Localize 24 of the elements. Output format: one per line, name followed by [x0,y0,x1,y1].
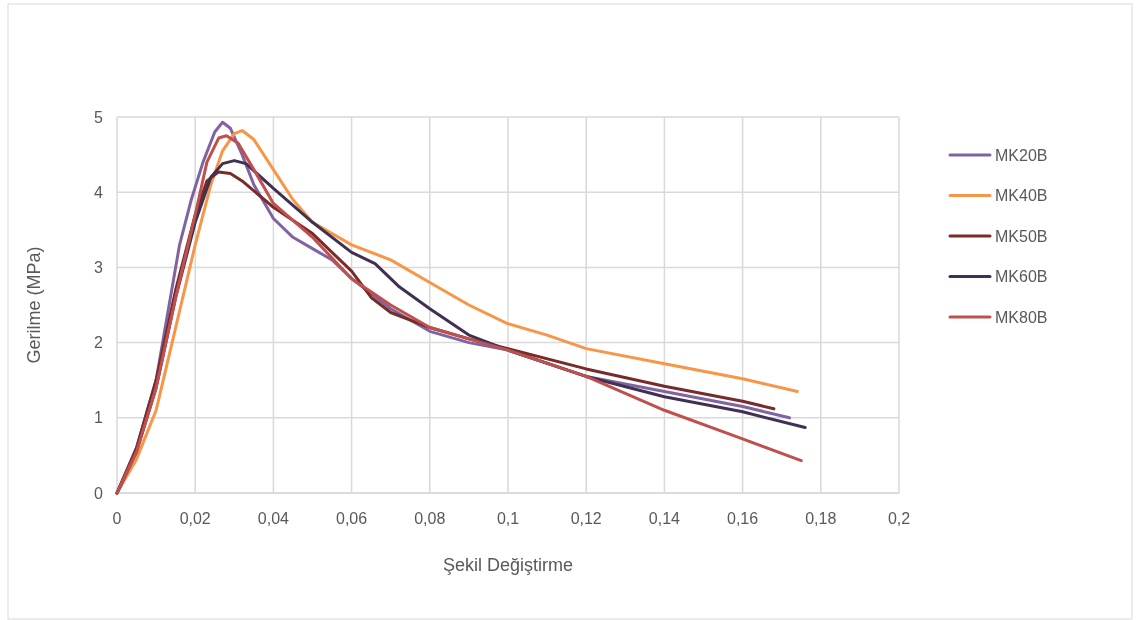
x-tick-label: 0,02 [179,510,211,527]
legend-label: MK60B [995,268,1048,286]
x-tick-label: 0,1 [496,510,520,527]
x-tick-label: 0,14 [648,510,681,527]
legend-label: MK50B [995,227,1048,245]
legend-label: MK40B [995,187,1048,205]
x-tick-label: 0,16 [727,510,759,527]
y-tick-label: 3 [94,259,104,276]
x-tick-label: 0 [112,510,122,527]
y-tick-label: 0 [94,484,104,502]
y-tick-label: 2 [94,334,104,352]
x-tick-label: 0,12 [570,510,602,527]
x-axis-title: Şekil Değiştirme [442,555,574,575]
legend-label: MK80B [995,308,1048,326]
x-tick-label: 0,08 [414,510,446,527]
x-tick-label: 0,06 [336,510,368,527]
legend-label: MK20B [995,146,1048,164]
x-tick-label: 0,04 [257,510,290,527]
x-tick-label: 0,18 [805,510,837,527]
y-tick-label: 4 [94,183,104,201]
y-tick-label: 1 [94,409,104,427]
y-tick-label: 5 [94,108,104,126]
y-axis-title: Gerilme (MPa) [24,246,44,364]
x-tick-label: 0,2 [887,510,911,527]
